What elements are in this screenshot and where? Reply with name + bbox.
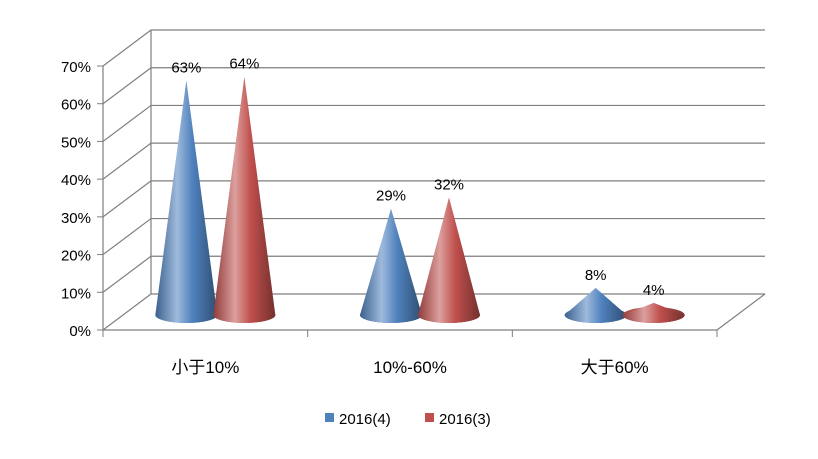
gridlines (102, 29, 765, 331)
data-label: 4% (643, 282, 665, 299)
cone-bar (155, 80, 218, 324)
data-labels: 63% 64% 29% 32% 8% 4% (171, 56, 664, 299)
cone-body (360, 208, 422, 323)
data-label: 63% (171, 59, 201, 76)
gridline (102, 104, 765, 142)
x-tick-label: 小于10% (171, 358, 239, 377)
x-tick-labels: 小于10% 10%-60% 大于60% (171, 358, 648, 377)
gridline (102, 67, 765, 105)
gridline (102, 293, 765, 331)
x-tick-label: 10%-60% (373, 358, 447, 377)
legend-item: 2016(4) (325, 411, 391, 428)
cone-bar (213, 76, 276, 324)
cone-body (418, 197, 480, 323)
y-tick-label: 10% (61, 285, 91, 302)
data-label: 29% (376, 188, 406, 205)
cone-bar (360, 208, 422, 323)
y-tick-labels: 0% 10% 20% 30% 40% 50% 60% 70% (61, 59, 91, 340)
x-tick-label: 大于60% (581, 358, 649, 377)
gridline (102, 180, 765, 218)
cone-body (622, 302, 685, 323)
y-tick-label: 40% (61, 172, 91, 189)
gridline (102, 217, 765, 256)
data-cones (155, 76, 685, 324)
data-label: 64% (229, 56, 259, 73)
cone-body (213, 76, 276, 324)
legend: 2016(4) 2016(3) (325, 411, 491, 428)
y-tick-label: 70% (61, 59, 91, 76)
legend-label: 2016(3) (439, 411, 491, 428)
y-tick-label: 0% (69, 323, 91, 340)
floor-right-edge (716, 293, 766, 331)
gridline (102, 255, 765, 293)
cone-body (155, 80, 218, 324)
plot-walls (150, 30, 766, 331)
data-label: 32% (434, 176, 464, 193)
gridline (102, 29, 765, 67)
cone-body (564, 287, 627, 323)
cone-bar (564, 287, 627, 323)
y-tick-label: 30% (61, 210, 91, 227)
legend-item: 2016(3) (425, 411, 491, 428)
axes (97, 65, 718, 337)
y-tick-label: 60% (61, 97, 91, 114)
data-label: 8% (585, 267, 607, 284)
cone-bar (418, 197, 480, 323)
legend-swatch (325, 413, 334, 422)
y-tick-label: 20% (61, 248, 91, 265)
y-tick-label: 50% (61, 134, 91, 151)
legend-swatch (425, 413, 434, 422)
legend-label: 2016(4) (339, 411, 391, 428)
cone-bar (622, 302, 685, 323)
gridline (102, 142, 765, 180)
